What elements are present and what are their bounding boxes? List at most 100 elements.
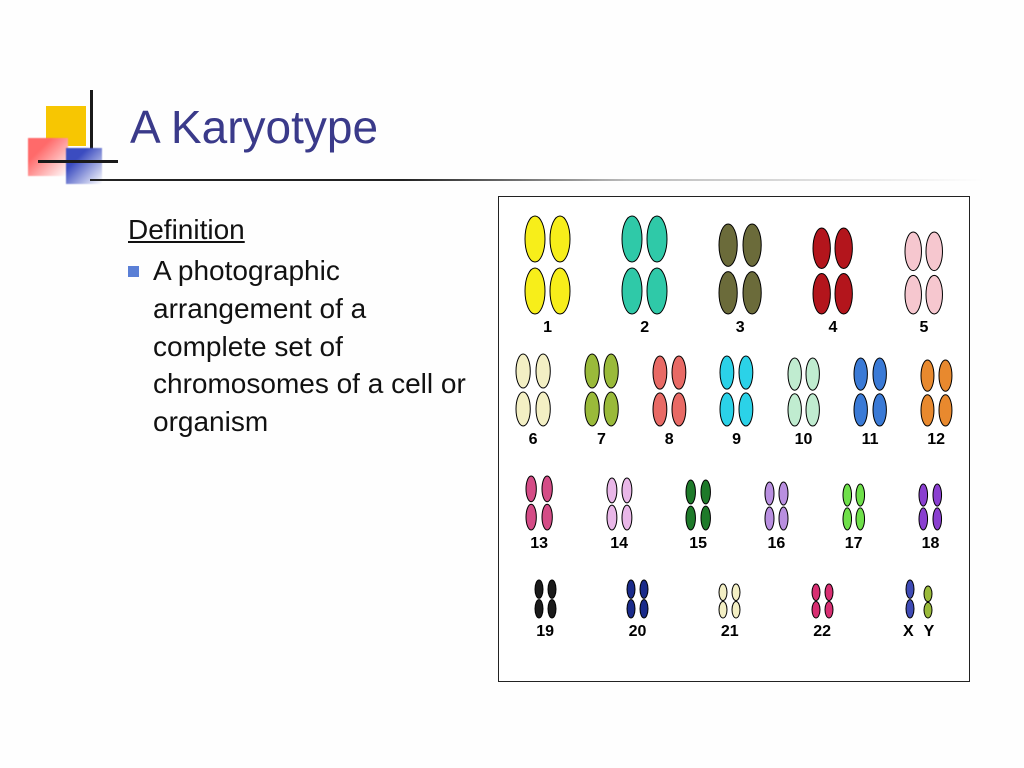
chromosome-label: X [903, 623, 914, 641]
chromatid-icon [925, 231, 943, 315]
chromosome-row: 13 14 15 16 [499, 475, 969, 553]
chromosome-pair: 6 [515, 353, 551, 449]
sex-chromosome-labels: X Y [903, 623, 934, 641]
chromosome-label: Y [924, 623, 935, 641]
horizontal-rule [90, 179, 984, 181]
chromosome-pair: 4 [812, 227, 854, 337]
chromatid-icon [718, 223, 738, 315]
chromatid-icon [719, 355, 735, 427]
chromatid-icon [872, 357, 887, 427]
chromosome-pair: 5 [904, 231, 944, 337]
chromosome-label: 10 [795, 431, 813, 449]
chromatid-icon [778, 481, 789, 531]
chromosome-label: 1 [543, 319, 552, 337]
chromosome-label: 7 [597, 431, 606, 449]
chromatid-icon [700, 479, 711, 531]
chromatid-icon [731, 583, 741, 619]
chromosome-pair: 7 [584, 353, 620, 449]
chromatid-icon [549, 215, 571, 315]
chromatid-icon [811, 583, 821, 619]
chromatid-icon [626, 579, 636, 619]
chromatid-icon [547, 579, 557, 619]
chromatid-icon [918, 483, 929, 531]
chromosome-pair: 18 [918, 483, 942, 553]
chromosome-pair: 13 [525, 475, 553, 553]
chromosome-pair: 22 [811, 583, 834, 641]
karyotype-panel: 1 2 3 4 [498, 196, 970, 682]
chromatid-icon [535, 353, 551, 427]
chromatid-icon [812, 227, 831, 315]
chromosome-pair-glyphs [719, 355, 754, 427]
chromatid-icon [718, 583, 728, 619]
chromosome-pair-glyphs [534, 579, 557, 619]
chromosome-pair-glyphs [904, 231, 944, 315]
chromatid-icon [541, 475, 553, 531]
chromosome-label: 17 [845, 535, 863, 553]
chromosome-pair-glyphs [787, 357, 821, 427]
chromatid-icon [621, 215, 643, 315]
chromosome-pair-glyphs [626, 579, 649, 619]
chromosome-pair-glyphs [718, 223, 761, 315]
chromosome-label: 2 [640, 319, 649, 337]
definition-bullet: A photographic arrangement of a complete… [128, 252, 478, 441]
chromosome-pair-glyphs [853, 357, 887, 427]
sex-chromosomes: X Y [903, 579, 934, 641]
chromosome-label: 20 [629, 623, 647, 641]
chromatid-icon [515, 353, 531, 427]
chromosome-label: 13 [530, 535, 548, 553]
chromosome-pair: 11 [853, 357, 887, 449]
chromosome-pair: 17 [842, 483, 866, 553]
chromosome-pair-glyphs [842, 483, 866, 531]
chromatid-icon [805, 357, 820, 427]
chromatid-icon [738, 355, 754, 427]
definition-heading: Definition [128, 214, 478, 246]
chromosome-pair-glyphs [525, 475, 553, 531]
definition-block: Definition A photographic arrangement of… [128, 214, 478, 441]
chromosome-pair: 8 [652, 355, 687, 449]
chromosome-pair-glyphs [920, 359, 953, 427]
chromosome-row: 1 2 3 4 [499, 215, 969, 337]
chromosome-pair-glyphs [606, 477, 633, 531]
chromatid-icon [938, 359, 953, 427]
chromatid-icon [824, 583, 834, 619]
chromatid-icon [764, 481, 775, 531]
chromatid-icon [524, 215, 546, 315]
chromosome-label: 19 [536, 623, 554, 641]
chromatid-icon [920, 359, 935, 427]
chromosome-label: 8 [665, 431, 674, 449]
chromatid-icon [932, 483, 943, 531]
chromosome-label: 5 [919, 319, 928, 337]
chromatid-icon [855, 483, 866, 531]
slide: A Karyotype Definition A photographic ar… [0, 0, 1024, 768]
chromosome-pair-glyphs [515, 353, 551, 427]
chromosome-label: 6 [529, 431, 538, 449]
chromosome-pair-glyphs [584, 353, 620, 427]
chromatid-icon [842, 483, 853, 531]
chromosome-label: 21 [721, 623, 739, 641]
chromatid-icon [923, 585, 933, 619]
chromatid-icon [606, 477, 618, 531]
chromosome-label: 18 [922, 535, 940, 553]
chromatid-icon [584, 353, 600, 427]
chromosome-pair-glyphs [764, 481, 789, 531]
chromosome-label: 12 [927, 431, 945, 449]
chromosome-pair-glyphs [811, 583, 834, 619]
chromatid-icon [787, 357, 802, 427]
chromatid-icon [671, 355, 687, 427]
chromosome-label: 14 [610, 535, 628, 553]
chromatid-icon [646, 215, 668, 315]
chromosome-label: 22 [813, 623, 831, 641]
chromosome-pair: 2 [621, 215, 668, 337]
chromatid-icon [525, 475, 537, 531]
chromosome-pair: 3 [718, 223, 761, 337]
chromatid-icon [621, 477, 633, 531]
chromatid-icon [685, 479, 696, 531]
chromosome-pair: 1 [524, 215, 571, 337]
chromosome-pair: 19 [534, 579, 557, 641]
slide-title: A Karyotype [130, 100, 378, 154]
chromosome-pair-glyphs [918, 483, 942, 531]
chromosome-pair: 9 [719, 355, 754, 449]
chromatid-icon [904, 231, 922, 315]
definition-text: A photographic arrangement of a complete… [153, 252, 478, 441]
chromosome-pair-glyphs [652, 355, 687, 427]
